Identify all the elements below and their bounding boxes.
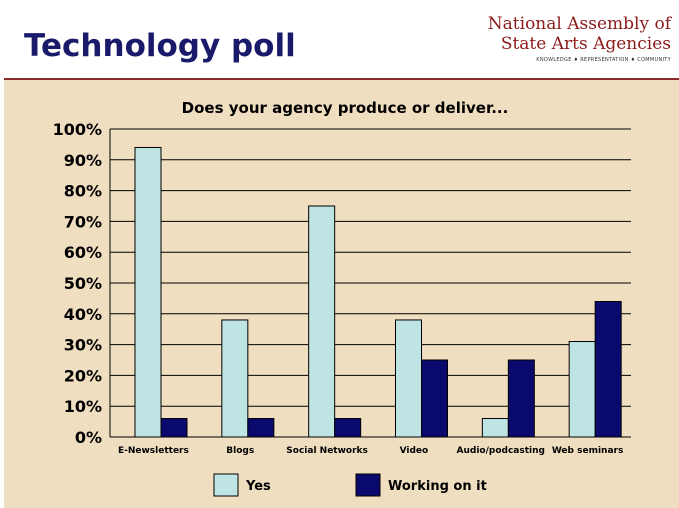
y-tick-label: 50%: [64, 274, 102, 293]
y-tick-label: 20%: [64, 366, 102, 385]
x-axis-labels: E-Newsletters Blogs Social Networks Video Au…: [118, 446, 623, 456]
bar-yes: [481, 418, 509, 438]
bar-yes: [568, 341, 596, 438]
slide-header: Technology poll National Assembly of Sta…: [4, 0, 679, 78]
bar-yes: [221, 319, 249, 438]
chart-grid: [110, 128, 631, 438]
bar-yes: [134, 146, 162, 438]
y-tick-label: 10%: [64, 397, 102, 416]
legend-swatch-working-on-it: [355, 473, 381, 497]
y-tick-label: 100%: [53, 120, 102, 139]
y-tick-label: 80%: [64, 182, 102, 201]
y-tick-label: 70%: [64, 212, 102, 231]
y-axis-labels: 0% 10% 20% 30% 40% 50% 60% 70% 80% 90% 100%: [53, 120, 102, 447]
y-tick-label: 30%: [64, 336, 102, 355]
bar-yes: [395, 319, 422, 438]
x-tick-label: E-Newsletters: [118, 446, 189, 456]
y-tick-label: 0%: [75, 428, 102, 447]
nasaa-logo: National Assembly of State Arts Agencies…: [488, 14, 671, 63]
left-edge: [0, 0, 4, 508]
chart-title: Does your agency produce or deliver...: [182, 99, 509, 117]
legend-label-working-on-it: Working on it: [388, 479, 487, 494]
x-tick-label: Video: [400, 446, 429, 456]
bar-working-on-it: [160, 418, 188, 438]
y-tick-label: 60%: [64, 243, 102, 262]
legend-label-yes: Yes: [245, 479, 271, 494]
bar-working-on-it: [247, 418, 275, 438]
logo-tagline: KNOWLEDGE ♦ REPRESENTATION ♦ COMMUNITY: [536, 57, 671, 63]
slide-title: Technology poll: [24, 28, 296, 64]
x-tick-label: Blogs: [226, 446, 254, 456]
header-divider: [4, 78, 679, 80]
bar-working-on-it: [334, 418, 362, 438]
y-tick-label: 90%: [64, 151, 102, 170]
chart-axes: [109, 129, 631, 438]
legend-swatch-yes: [213, 473, 239, 497]
x-tick-label: Web seminars: [552, 446, 624, 456]
chart-legend: Yes Working on it: [213, 473, 487, 497]
y-tick-label: 40%: [64, 305, 102, 324]
bar-working-on-it: [507, 359, 535, 438]
x-tick-label: Audio/podcasting: [457, 446, 545, 456]
chart-bars: [134, 146, 622, 438]
logo-line-1: National Assembly of: [487, 14, 671, 34]
x-tick-label: Social Networks: [286, 446, 368, 456]
bar-working-on-it: [594, 300, 622, 438]
bar-yes: [308, 205, 336, 438]
bar-working-on-it: [421, 359, 448, 438]
logo-line-2: State Arts Agencies: [500, 34, 671, 54]
